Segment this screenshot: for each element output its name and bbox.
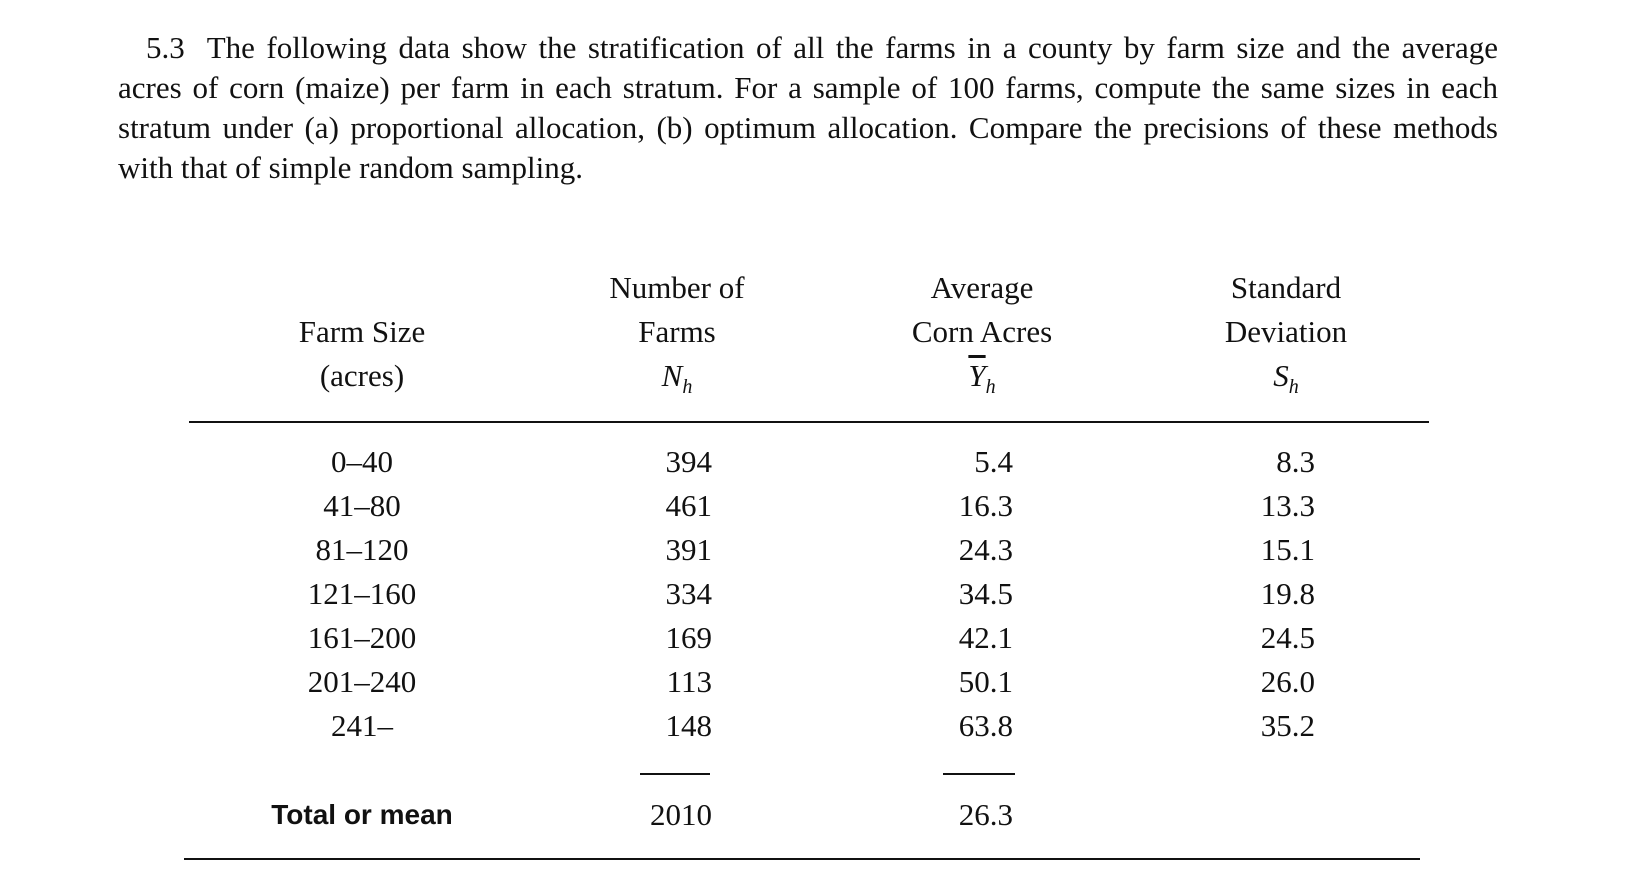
column-header: Average [930,270,1034,305]
table-cell: 394 [665,444,713,479]
table-cell: 241– [331,708,393,743]
symbol-letter: S [1273,358,1289,393]
table-cell: 2010 [650,797,712,832]
sum-rule [943,773,1015,775]
symbol-subscript: h [682,376,693,399]
header-rule [189,421,1429,423]
table-cell: 461 [665,488,713,523]
column-header: Corn Acres [911,314,1053,349]
table-cell: 26.3 [958,797,1013,832]
table-cell: 148 [665,708,713,743]
table-cell: 113 [666,664,712,699]
table-cell: 42.1 [958,620,1013,655]
symbol: Nh [661,358,693,398]
symbol-subscript: h [985,376,996,399]
column-header: (acres) [319,358,405,393]
table-cell: 26.0 [1260,664,1315,699]
table-cell: 16.3 [958,488,1013,523]
table-cell: 24.5 [1260,620,1315,655]
table-cell: 5.4 [974,444,1013,479]
table-cell: 15.1 [1260,532,1315,567]
symbol: Yh [968,358,995,398]
table-cell: 81–120 [315,532,409,567]
column-header: Farm Size [298,314,426,349]
sum-rule [640,773,710,775]
symbol-letter: Y [968,358,986,393]
table-cell: 13.3 [1260,488,1315,523]
table-cell: 121–160 [307,576,417,611]
table-cell: 161–200 [307,620,417,655]
table-cell: 8.3 [1276,444,1315,479]
table-cell: 41–80 [323,488,401,523]
table-cell: Total or mean [271,799,453,830]
column-header: Standard [1230,270,1342,305]
table-cell: 201–240 [307,664,417,699]
problem-number: 5.3 [146,30,185,65]
symbol-letter: N [661,358,683,393]
table-cell: 50.1 [958,664,1013,699]
header-symbol: Nh [527,356,827,407]
header-symbol: Sh [1136,356,1436,407]
column-header: Farms [638,314,716,349]
table-cell: 35.2 [1260,708,1315,743]
column-header: Number of [609,270,745,305]
table-cell: 391 [665,532,713,567]
bottom-rule [184,858,1420,860]
symbol: Sh [1273,358,1299,398]
problem-text: The following data show the stratificati… [118,30,1498,185]
table-cell: 24.3 [958,532,1013,567]
table-cell: 0–40 [331,444,393,479]
header-symbol: Yh [832,356,1132,407]
table-cell: 63.8 [958,708,1013,743]
table-cell: 334 [665,576,713,611]
symbol-subscript: h [1288,376,1299,399]
problem: 5.3 The following data show the stratific… [118,28,1498,188]
column-header: Deviation [1224,314,1348,349]
table-cell: 169 [665,620,713,655]
table-cell: 34.5 [958,576,1013,611]
table-cell: 19.8 [1260,576,1315,611]
